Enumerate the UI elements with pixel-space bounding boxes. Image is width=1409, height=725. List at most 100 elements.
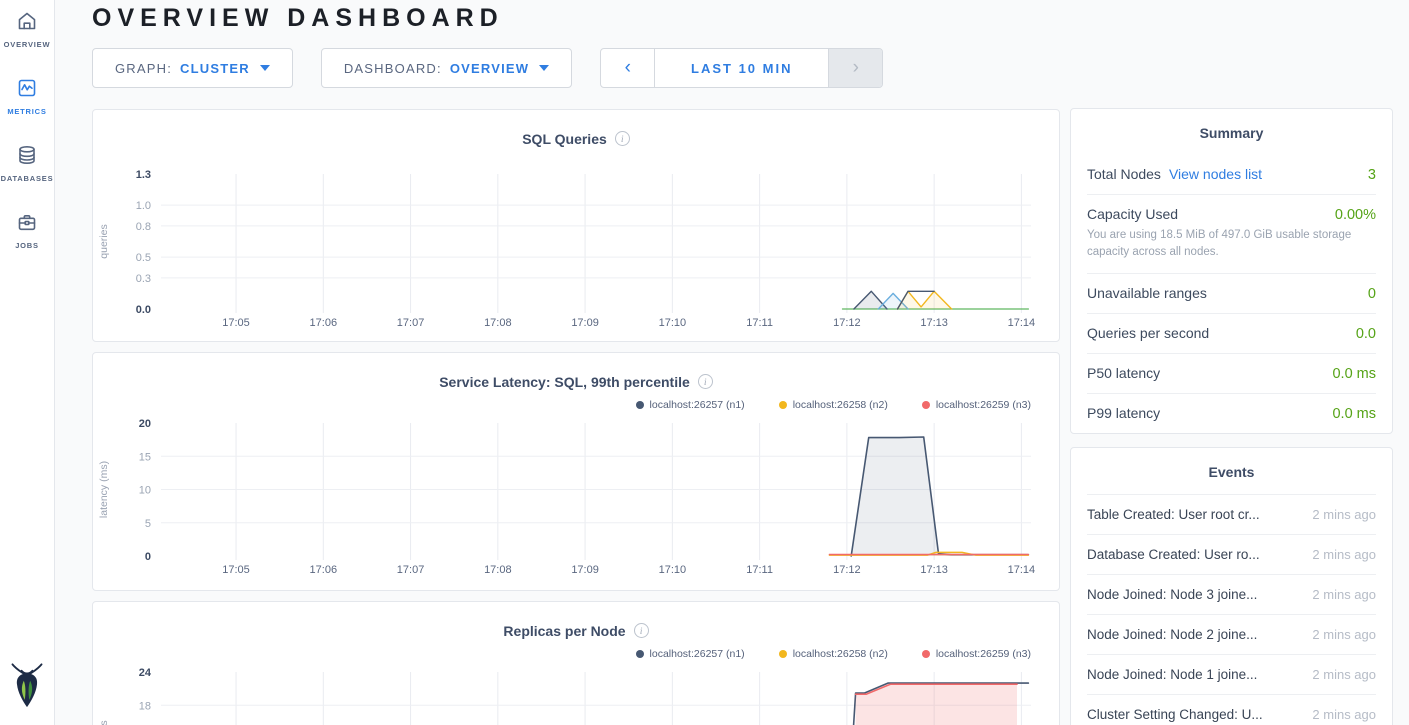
event-row[interactable]: Node Joined: Node 3 joine... 2 mins ago: [1087, 573, 1376, 614]
svg-text:17:10: 17:10: [659, 564, 687, 576]
svg-text:24: 24: [139, 667, 152, 679]
briefcase-icon: [14, 209, 40, 235]
svg-text:queries: queries: [98, 224, 110, 258]
chart-legend: localhost:26257 (n1) localhost:26258 (n2)…: [93, 644, 1059, 664]
svg-text:17:12: 17:12: [833, 564, 861, 576]
info-icon[interactable]: i: [633, 623, 649, 638]
svg-text:10: 10: [139, 485, 151, 497]
event-row[interactable]: Database Created: User ro... 2 mins ago: [1087, 533, 1376, 574]
info-icon[interactable]: i: [697, 374, 713, 389]
page-title: OVERVIEW DASHBOARD: [92, 4, 504, 32]
graph-selector-label: GRAPH:: [115, 60, 173, 76]
sidebar-item-label: OVERVIEW: [3, 40, 51, 49]
sidebar-item-label: METRICS: [7, 107, 47, 116]
svg-text:0.5: 0.5: [136, 252, 151, 264]
capacity-caption: You are using 18.5 MiB of 497.0 GiB usab…: [1087, 229, 1352, 259]
svg-text:17:09: 17:09: [571, 564, 599, 576]
event-row[interactable]: Cluster Setting Changed: U... 2 mins ago: [1087, 693, 1376, 725]
time-range-selector: ‹ LAST 10 MIN ›: [600, 48, 884, 88]
metrics-icon: [14, 75, 40, 101]
replicas-per-node-chart[interactable]: 17:0517:0617:0717:0817:0917:1017:1117:12…: [93, 664, 1060, 725]
svg-text:latency (ms): latency (ms): [98, 461, 110, 518]
legend-label: localhost:26258 (n2): [792, 399, 888, 411]
summary-title: Summary: [1199, 125, 1264, 141]
svg-text:0: 0: [145, 551, 151, 563]
legend-dot-icon: [778, 401, 787, 409]
chevron-left-icon: ‹: [624, 57, 631, 78]
summary-label: Capacity Used: [1087, 206, 1179, 222]
summary-label: P99 latency: [1087, 404, 1161, 421]
event-row[interactable]: Node Joined: Node 1 joine... 2 mins ago: [1087, 653, 1376, 694]
sidebar: OVERVIEW METRICS DATABASES: [0, 0, 55, 725]
summary-label: Unavailable ranges: [1087, 284, 1207, 301]
home-icon: [14, 8, 40, 34]
legend-dot-icon: [778, 650, 787, 658]
svg-text:17:10: 17:10: [659, 317, 687, 329]
info-icon[interactable]: i: [614, 131, 630, 146]
graph-selector-dropdown[interactable]: GRAPH: CLUSTER: [92, 48, 293, 88]
dashboard-selector-label: DASHBOARD:: [343, 60, 442, 76]
sidebar-item-databases[interactable]: DATABASES: [0, 142, 55, 183]
svg-text:20: 20: [139, 418, 151, 430]
svg-text:17:14: 17:14: [1008, 317, 1036, 329]
legend-item[interactable]: localhost:26259 (n3): [921, 648, 1031, 660]
chart-legend: localhost:26257 (n1) localhost:26258 (n2)…: [93, 395, 1059, 415]
summary-row-qps: Queries per second 0.0: [1087, 312, 1376, 353]
legend-item[interactable]: localhost:26257 (n1): [635, 399, 745, 411]
dashboard-selector-value: OVERVIEW: [449, 60, 530, 76]
service-latency-chart[interactable]: 17:05 17:06 17:07 17:08 17:09 17:10 17:11 17:12…: [93, 415, 1060, 577]
legend-dot-icon: [635, 650, 644, 658]
legend-dot-icon: [635, 401, 644, 409]
event-row[interactable]: Table Created: User root cr... 2 mins ag…: [1087, 493, 1376, 534]
svg-text:17:06: 17:06: [310, 317, 338, 329]
svg-text:1.3: 1.3: [136, 169, 151, 181]
toolbar: GRAPH: CLUSTER DASHBOARD: OVERVIEW ‹ LAS…: [92, 48, 1060, 88]
service-latency-chart-panel: Service Latency: SQL, 99th percentile i …: [92, 352, 1060, 591]
time-range-value[interactable]: LAST 10 MIN: [654, 49, 830, 87]
summary-row-p50: P50 latency 0.0 ms: [1087, 352, 1376, 393]
event-row[interactable]: Node Joined: Node 2 joine... 2 mins ago: [1087, 613, 1376, 654]
time-range-next-button[interactable]: ›: [829, 49, 883, 87]
svg-text:5: 5: [145, 518, 151, 530]
chart-title: SQL Queries: [522, 130, 607, 147]
sql-queries-chart-panel: SQL Queries i 17:05 17:06 17:07 17:08 17:09 1…: [92, 109, 1060, 342]
summary-label: Total Nodes: [1087, 166, 1161, 182]
sidebar-item-overview[interactable]: OVERVIEW: [0, 8, 55, 49]
svg-text:17:08: 17:08: [484, 317, 512, 329]
cockroachdb-logo[interactable]: [7, 662, 47, 719]
sidebar-item-jobs[interactable]: JOBS: [0, 209, 55, 250]
svg-text:17:13: 17:13: [920, 564, 948, 576]
time-range-prev-button[interactable]: ‹: [601, 49, 654, 87]
svg-text:18: 18: [139, 700, 151, 712]
legend-item[interactable]: localhost:26258 (n2): [778, 648, 888, 660]
svg-text:1.0: 1.0: [136, 200, 151, 212]
legend-item[interactable]: localhost:26257 (n1): [635, 648, 745, 660]
sidebar-item-metrics[interactable]: METRICS: [0, 75, 55, 116]
sql-queries-chart[interactable]: 17:05 17:06 17:07 17:08 17:09 17:10 17:11 17:12…: [93, 152, 1060, 342]
caret-down-icon: [539, 65, 550, 71]
svg-text:17:14: 17:14: [1008, 564, 1036, 576]
events-title: Events: [1208, 463, 1255, 480]
chevron-right-icon: ›: [852, 57, 859, 78]
legend-item[interactable]: localhost:26258 (n2): [778, 399, 888, 411]
svg-text:15: 15: [139, 451, 151, 463]
legend-label: localhost:26257 (n1): [649, 648, 745, 660]
legend-dot-icon: [921, 650, 930, 658]
view-nodes-list-link[interactable]: View nodes list: [1168, 166, 1263, 182]
legend-dot-icon: [921, 401, 930, 409]
svg-text:17:11: 17:11: [746, 564, 773, 576]
dashboard-selector-dropdown[interactable]: DASHBOARD: OVERVIEW: [320, 48, 573, 88]
summary-value: 3: [1367, 167, 1376, 183]
svg-text:17:05: 17:05: [222, 317, 250, 329]
svg-text:17:09: 17:09: [571, 317, 599, 329]
summary-value: 0: [1367, 285, 1376, 302]
svg-text:0.3: 0.3: [136, 273, 151, 285]
legend-label: localhost:26259 (n3): [935, 648, 1031, 660]
svg-text:17:07: 17:07: [397, 564, 425, 576]
svg-text:0.0: 0.0: [136, 304, 151, 316]
legend-item[interactable]: localhost:26259 (n3): [921, 399, 1031, 411]
svg-text:17:05: 17:05: [222, 564, 250, 576]
summary-label: Queries per second: [1087, 324, 1210, 341]
svg-text:17:08: 17:08: [484, 564, 512, 576]
main-content: OVERVIEW DASHBOARD GRAPH: CLUSTER DASHBO…: [92, 3, 1060, 725]
